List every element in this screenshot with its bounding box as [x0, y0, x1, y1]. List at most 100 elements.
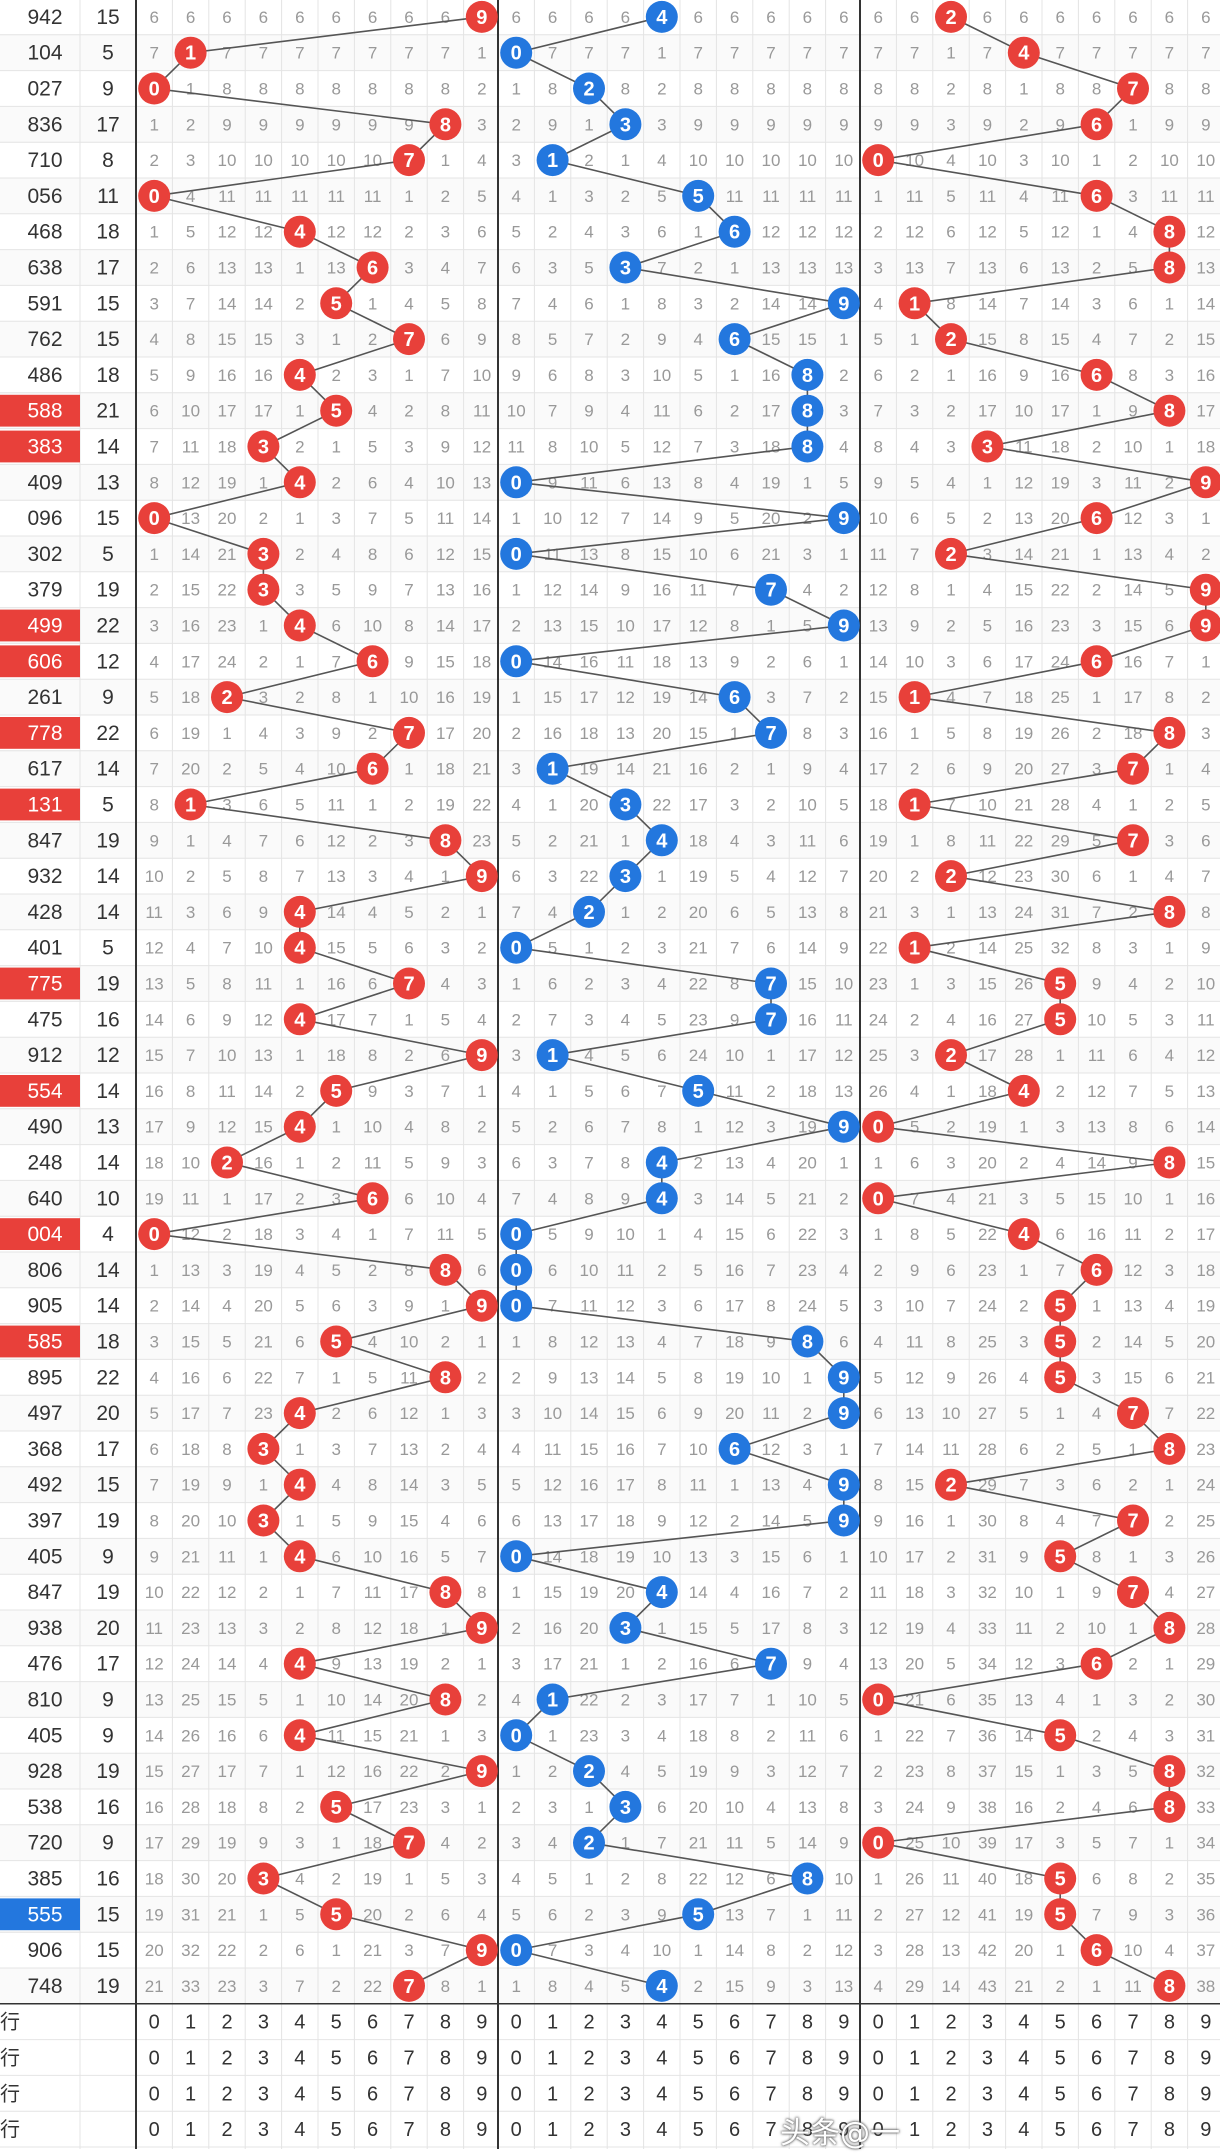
- omission-value: 1: [1128, 1547, 1137, 1566]
- omission-value: 21: [689, 939, 708, 958]
- omission-value: 20: [1014, 1941, 1033, 1960]
- omission-value: 6: [511, 259, 520, 278]
- omission-value: 19: [689, 867, 708, 886]
- omission-value: 9: [1128, 402, 1137, 421]
- winning-digit-ball: [500, 36, 533, 69]
- row-stripe: [0, 679, 1220, 715]
- winning-digit: 7: [765, 580, 776, 602]
- omission-value: 7: [983, 44, 992, 63]
- omission-value: 2: [149, 1297, 158, 1316]
- omission-value: 8: [657, 1118, 666, 1137]
- omission-value: 4: [621, 402, 630, 421]
- footer-digit: 8: [440, 2119, 451, 2141]
- period-number: 847: [27, 1581, 62, 1604]
- omission-value: 33: [181, 1977, 200, 1996]
- omission-value: 4: [621, 1010, 630, 1029]
- winning-digit-ball: [718, 1432, 751, 1465]
- omission-value: 15: [869, 688, 888, 707]
- omission-value: 9: [730, 1010, 739, 1029]
- winning-digit-ball: [1044, 1289, 1077, 1322]
- omission-value: 3: [331, 509, 340, 528]
- sum-value: 18: [96, 221, 119, 244]
- omission-value: 3: [584, 1010, 593, 1029]
- winning-digit: 4: [656, 7, 668, 29]
- omission-value: 26: [1196, 1547, 1215, 1566]
- omission-value: 2: [910, 760, 919, 779]
- omission-value: 6: [441, 8, 450, 27]
- omission-value: 4: [511, 1082, 520, 1101]
- omission-value: 7: [295, 1368, 304, 1387]
- omission-value: 24: [978, 1297, 997, 1316]
- omission-value: 1: [295, 1691, 304, 1710]
- omission-value: 8: [839, 903, 848, 922]
- omission-value: 1: [149, 115, 158, 134]
- footer-digit: 5: [331, 2048, 342, 2070]
- omission-value: 22: [254, 1368, 273, 1387]
- omission-value: 8: [803, 724, 812, 743]
- omission-value: 10: [942, 1834, 961, 1853]
- omission-value: 6: [295, 1941, 304, 1960]
- sum-value: 16: [96, 1868, 119, 1891]
- omission-value: 5: [149, 688, 158, 707]
- row-stripe: [0, 536, 1220, 572]
- omission-value: 29: [978, 1476, 997, 1495]
- omission-value: 25: [1196, 1512, 1215, 1531]
- omission-value: 23: [1196, 1440, 1215, 1459]
- omission-value: 16: [725, 1261, 744, 1280]
- watermark: 头条@一: [780, 2116, 900, 2151]
- omission-value: 11: [327, 187, 345, 206]
- omission-value: 1: [548, 796, 557, 815]
- omission-value: 8: [368, 545, 377, 564]
- omission-value: 3: [766, 831, 775, 850]
- winning-digit-ball: [1044, 1898, 1077, 1931]
- winning-digit: 7: [1127, 1403, 1138, 1425]
- omission-value: 14: [580, 1404, 599, 1423]
- omission-value: 2: [222, 760, 231, 779]
- omission-value: 14: [652, 509, 671, 528]
- omission-value: 6: [1019, 8, 1028, 27]
- winning-digit-ball: [718, 681, 751, 714]
- omission-value: 4: [368, 1333, 377, 1352]
- omission-value: 1: [873, 187, 882, 206]
- omission-value: 3: [511, 151, 520, 170]
- footer-digit: 8: [440, 2083, 451, 2105]
- sum-value: 22: [96, 615, 119, 638]
- omission-value: 5: [149, 366, 158, 385]
- winning-digit-ball: [320, 287, 353, 320]
- winning-digit: 0: [149, 186, 160, 208]
- omission-value: 9: [331, 1655, 340, 1674]
- omission-value: 9: [1165, 115, 1174, 134]
- omission-value: 16: [1014, 617, 1033, 636]
- winning-digit: 8: [440, 1260, 451, 1282]
- omission-value: 3: [511, 1046, 520, 1065]
- omission-value: 15: [1014, 581, 1033, 600]
- omission-value: 10: [290, 151, 309, 170]
- winning-digit-ball: [283, 1468, 316, 1501]
- omission-value: 4: [477, 1010, 486, 1029]
- omission-value: 18: [1196, 438, 1215, 457]
- omission-value: 2: [331, 366, 340, 385]
- omission-value: 13: [798, 1798, 817, 1817]
- omission-value: 1: [331, 1118, 340, 1137]
- omission-value: 14: [145, 1010, 164, 1029]
- omission-value: 5: [621, 438, 630, 457]
- footer-digit: 7: [1127, 2119, 1138, 2141]
- row-stripe: [0, 1896, 1220, 1933]
- omission-value: 5: [548, 1225, 557, 1244]
- omission-value: 15: [543, 1583, 562, 1602]
- omission-value: 6: [1092, 867, 1101, 886]
- omission-value: 13: [1196, 1082, 1215, 1101]
- omission-value: 9: [584, 402, 593, 421]
- omission-value: 3: [1092, 1762, 1101, 1781]
- omission-value: 1: [1165, 1189, 1174, 1208]
- omission-value: 5: [331, 1512, 340, 1531]
- omission-value: 13: [327, 867, 346, 886]
- omission-value: 19: [580, 1583, 599, 1602]
- omission-value: 4: [946, 1619, 955, 1638]
- omission-value: 1: [621, 1655, 630, 1674]
- omission-value: 15: [472, 545, 491, 564]
- omission-value: 7: [404, 1225, 413, 1244]
- winning-digit-ball: [609, 108, 642, 141]
- winning-digit-ball: [283, 895, 316, 928]
- omission-value: 10: [869, 509, 888, 528]
